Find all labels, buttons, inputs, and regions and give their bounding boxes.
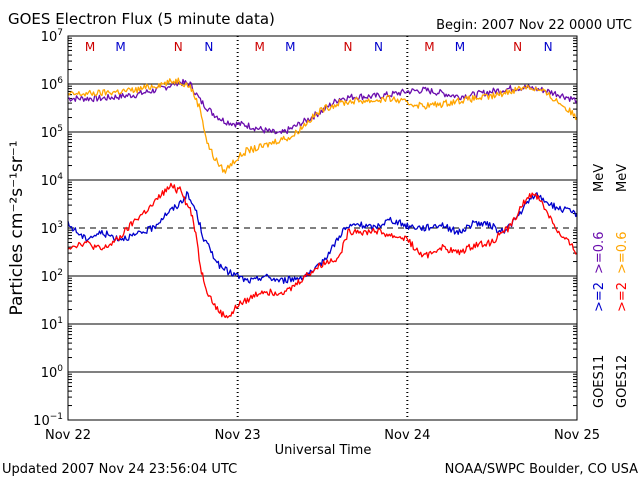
orbit-marker-2: N (174, 40, 183, 54)
x-tick-label-2: Nov 24 (384, 428, 430, 443)
legend-unit-goes11: MeV (592, 164, 607, 192)
series-line-2 (67, 191, 578, 284)
y-tick-label-2: 105 (41, 124, 63, 141)
x-axis-label: Universal Time (275, 443, 372, 458)
x-tick-label-3: Nov 25 (554, 428, 600, 443)
orbit-marker-10: N (513, 40, 522, 54)
legend-goes12-2mev: >=2 (615, 282, 630, 312)
plot-frame (67, 35, 578, 421)
y-axis-label: Particles cm⁻²s⁻¹sr⁻¹ (7, 140, 27, 315)
begin-time: Begin: 2007 Nov 22 0000 UTC (436, 18, 632, 33)
y-tick-label-8: 10−1 (33, 412, 63, 429)
legend-goes11-2mev: >=2 (592, 282, 607, 312)
series-line-3 (67, 182, 578, 319)
updated-timestamp: Updated 2007 Nov 24 23:56:04 UTC (2, 462, 237, 477)
y-tick-label-6: 101 (41, 316, 63, 333)
legend: GOES11 GOES12 >=2 >=0.6 MeV >=2 >=0.6 Me… (592, 164, 630, 408)
legend-goes12-06mev: >=0.6 (615, 232, 630, 274)
y-tick-label-0: 107 (41, 28, 63, 45)
orbit-marker-3: N (204, 40, 213, 54)
orbit-marker-5: M (285, 40, 295, 54)
orbit-marker-0: M (85, 40, 95, 54)
x-tick-label-1: Nov 23 (215, 428, 261, 443)
legend-goes12: GOES12 (615, 355, 630, 408)
y-tick-label-7: 100 (41, 364, 64, 381)
orbit-marker-9: M (455, 40, 465, 54)
chart-title: GOES Electron Flux (5 minute data) (8, 10, 275, 28)
x-tick-label-0: Nov 22 (45, 428, 91, 443)
legend-goes11: GOES11 (592, 355, 607, 408)
y-tick-labels: 107 106 105 104 103 102 101 100 10−1 (33, 28, 63, 429)
legend-unit-goes12: MeV (615, 164, 630, 192)
legend-goes11-06mev: >=0.6 (592, 232, 607, 274)
y-tick-label-5: 102 (41, 268, 63, 285)
x-tick-labels: Nov 22 Nov 23 Nov 24 Nov 25 (45, 428, 600, 443)
orbit-marker-7: N (374, 40, 383, 54)
series-layer (67, 77, 578, 319)
series-line-1 (67, 77, 578, 174)
gridlines (68, 36, 577, 420)
orbit-marker-8: M (424, 40, 434, 54)
orbit-marker-11: N (544, 40, 553, 54)
orbit-marker-1: M (115, 40, 125, 54)
orbit-marker-4: M (255, 40, 265, 54)
series-line-0 (67, 78, 578, 135)
orbit-marker-6: N (343, 40, 352, 54)
y-tick-label-4: 103 (41, 220, 63, 237)
y-tick-label-3: 104 (41, 172, 64, 189)
source-credit: NOAA/SWPC Boulder, CO USA (445, 462, 638, 477)
y-tick-label-1: 106 (41, 76, 64, 93)
